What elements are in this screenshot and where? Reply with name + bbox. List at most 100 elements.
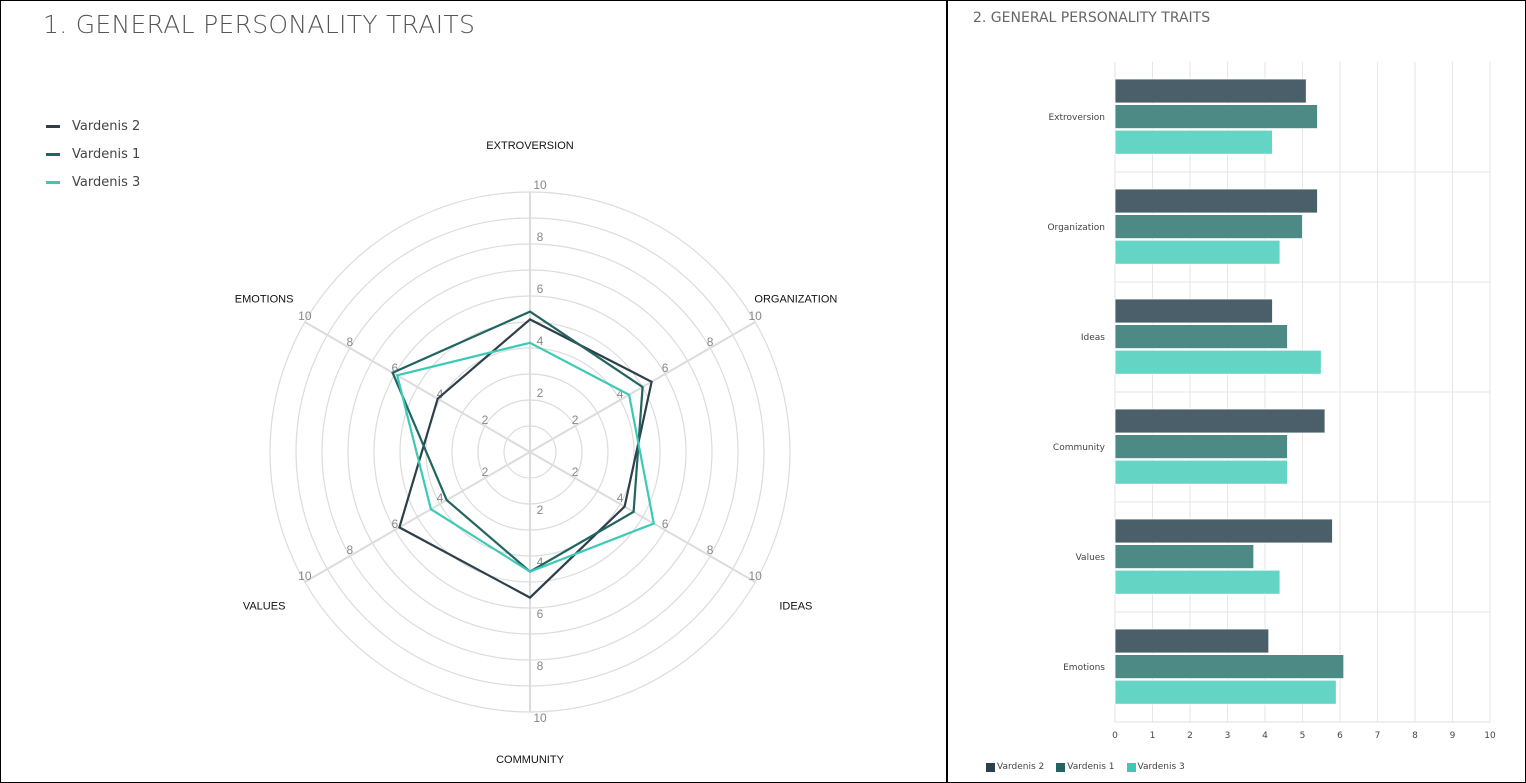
bar-vardenis-2 xyxy=(1114,518,1333,544)
legend-swatch xyxy=(46,124,60,128)
radar-axis xyxy=(304,451,531,583)
radar-tick-label: 4 xyxy=(537,555,544,569)
bar-vardenis-1 xyxy=(1114,324,1288,350)
radar-tick-label: 10 xyxy=(533,178,547,192)
radar-axis xyxy=(529,451,756,583)
radar-tick-label: 8 xyxy=(707,335,714,349)
legend-label: Vardenis 2 xyxy=(997,762,1045,772)
radar-axis xyxy=(304,321,531,453)
bar-vardenis-3 xyxy=(1114,129,1273,155)
bar-x-tick-label: 3 xyxy=(1225,731,1231,741)
radar-tick-label: 4 xyxy=(617,491,624,505)
legend-item[interactable]: Vardenis 3 xyxy=(1126,762,1185,772)
legend-label: Vardenis 2 xyxy=(72,118,141,134)
legend-label: Vardenis 1 xyxy=(72,146,141,162)
radar-tick-label: 10 xyxy=(748,309,762,323)
bar-vardenis-1 xyxy=(1114,104,1318,129)
radar-tick-label: 10 xyxy=(298,569,312,583)
bar-vardenis-3 xyxy=(1114,679,1337,705)
legend-swatch xyxy=(1126,762,1136,772)
radar-tick-label: 8 xyxy=(347,335,354,349)
bar-x-tick-label: 10 xyxy=(1484,731,1496,741)
bar-vardenis-3 xyxy=(1114,569,1281,595)
legend-swatch xyxy=(1056,762,1066,772)
legend-swatch xyxy=(46,180,60,184)
radar-tick-label: 6 xyxy=(662,361,669,375)
bar-category-label: Extroversion xyxy=(1048,113,1105,123)
radar-tick-label: 2 xyxy=(572,465,579,479)
bar-category-label: Organization xyxy=(1047,223,1105,233)
radar-tick-label: 8 xyxy=(347,543,354,557)
radar-tick-label: 2 xyxy=(537,503,544,517)
radar-tick-label: 6 xyxy=(392,361,399,375)
bar-vardenis-3 xyxy=(1114,239,1281,265)
bar-x-tick-label: 6 xyxy=(1337,731,1343,741)
radar-tick-label: 6 xyxy=(392,517,399,531)
bar-vardenis-3 xyxy=(1114,349,1322,375)
legend-swatch xyxy=(46,152,60,156)
legend-item[interactable]: Vardenis 1 xyxy=(46,140,140,168)
bar-legend: Vardenis 2 Vardenis 1 Vardenis 3 xyxy=(986,762,1197,772)
radar-tick-label: 8 xyxy=(537,230,544,244)
radar-category-label: COMMUNITY xyxy=(496,754,564,766)
bar-vardenis-2 xyxy=(1114,298,1273,324)
radar-tick-label: 8 xyxy=(537,659,544,673)
bar-vardenis-2 xyxy=(1114,78,1307,104)
radar-tick-label: 10 xyxy=(748,569,762,583)
bar-x-tick-label: 7 xyxy=(1375,731,1381,741)
bar-category-label: Emotions xyxy=(1063,663,1105,673)
radar-tick-label: 10 xyxy=(298,309,312,323)
legend-swatch xyxy=(986,762,995,772)
radar-tick-label: 4 xyxy=(437,491,444,505)
radar-tick-label: 8 xyxy=(707,543,714,557)
legend-label: Vardenis 3 xyxy=(72,174,141,190)
radar-tick-label: 6 xyxy=(662,517,669,531)
radar-tick-label: 6 xyxy=(537,607,544,621)
radar-category-label: EMOTIONS xyxy=(235,294,294,306)
legend-label: Vardenis 1 xyxy=(1067,762,1115,772)
bar-x-tick-label: 1 xyxy=(1150,731,1156,741)
bar-vardenis-2 xyxy=(1114,408,1326,434)
radar-tick-label: 6 xyxy=(537,282,544,296)
bar-vardenis-1 xyxy=(1114,654,1345,679)
legend-item[interactable]: Vardenis 2 xyxy=(986,762,1044,772)
bar-category-label: Values xyxy=(1076,553,1106,563)
bar-x-tick-label: 2 xyxy=(1187,731,1193,741)
radar-category-label: ORGANIZATION xyxy=(754,294,837,306)
bar-x-tick-label: 5 xyxy=(1300,731,1306,741)
bar-category-label: Ideas xyxy=(1081,333,1105,343)
bar-vardenis-2 xyxy=(1114,188,1318,214)
radar-tick-label: 4 xyxy=(437,387,444,401)
legend-item[interactable]: Vardenis 3 xyxy=(46,168,140,196)
radar-tick-label: 4 xyxy=(537,334,544,348)
radar-series-vardenis-1 xyxy=(391,310,644,573)
radar-tick-label: 2 xyxy=(482,465,489,479)
radar-category-label: VALUES xyxy=(243,601,286,613)
bar-title: 2. GENERAL PERSONALITY TRAITS xyxy=(973,10,1211,26)
bar-vardenis-1 xyxy=(1114,434,1288,460)
radar-tick-label: 4 xyxy=(617,387,624,401)
bar-vardenis-3 xyxy=(1114,459,1288,485)
radar-category-label: EXTROVERSION xyxy=(486,140,573,152)
panel-divider xyxy=(946,0,948,783)
radar-tick-label: 2 xyxy=(572,413,579,427)
legend-item[interactable]: Vardenis 1 xyxy=(1056,762,1115,772)
bar-x-tick-label: 4 xyxy=(1262,731,1268,741)
bar-vardenis-2 xyxy=(1114,628,1270,654)
bar-category-label: Community xyxy=(1053,443,1106,453)
bar-vardenis-1 xyxy=(1114,214,1303,240)
radar-tick-label: 2 xyxy=(537,386,544,400)
bar-x-tick-label: 9 xyxy=(1450,731,1456,741)
radar-series-vardenis-3 xyxy=(395,341,656,573)
legend-item[interactable]: Vardenis 2 xyxy=(46,112,140,140)
bar-vardenis-1 xyxy=(1114,544,1255,569)
radar-series-vardenis-2 xyxy=(398,318,653,599)
radar-category-label: IDEAS xyxy=(779,601,812,613)
radar-tick-label: 10 xyxy=(533,711,547,725)
bar-x-tick-label: 8 xyxy=(1412,731,1418,741)
radar-legend: Vardenis 2 Vardenis 1 Vardenis 3 xyxy=(46,112,140,196)
bar-x-tick-label: 0 xyxy=(1112,731,1118,741)
legend-label: Vardenis 3 xyxy=(1137,762,1185,772)
radar-title: 1. GENERAL PERSONALITY TRAITS xyxy=(43,10,476,39)
